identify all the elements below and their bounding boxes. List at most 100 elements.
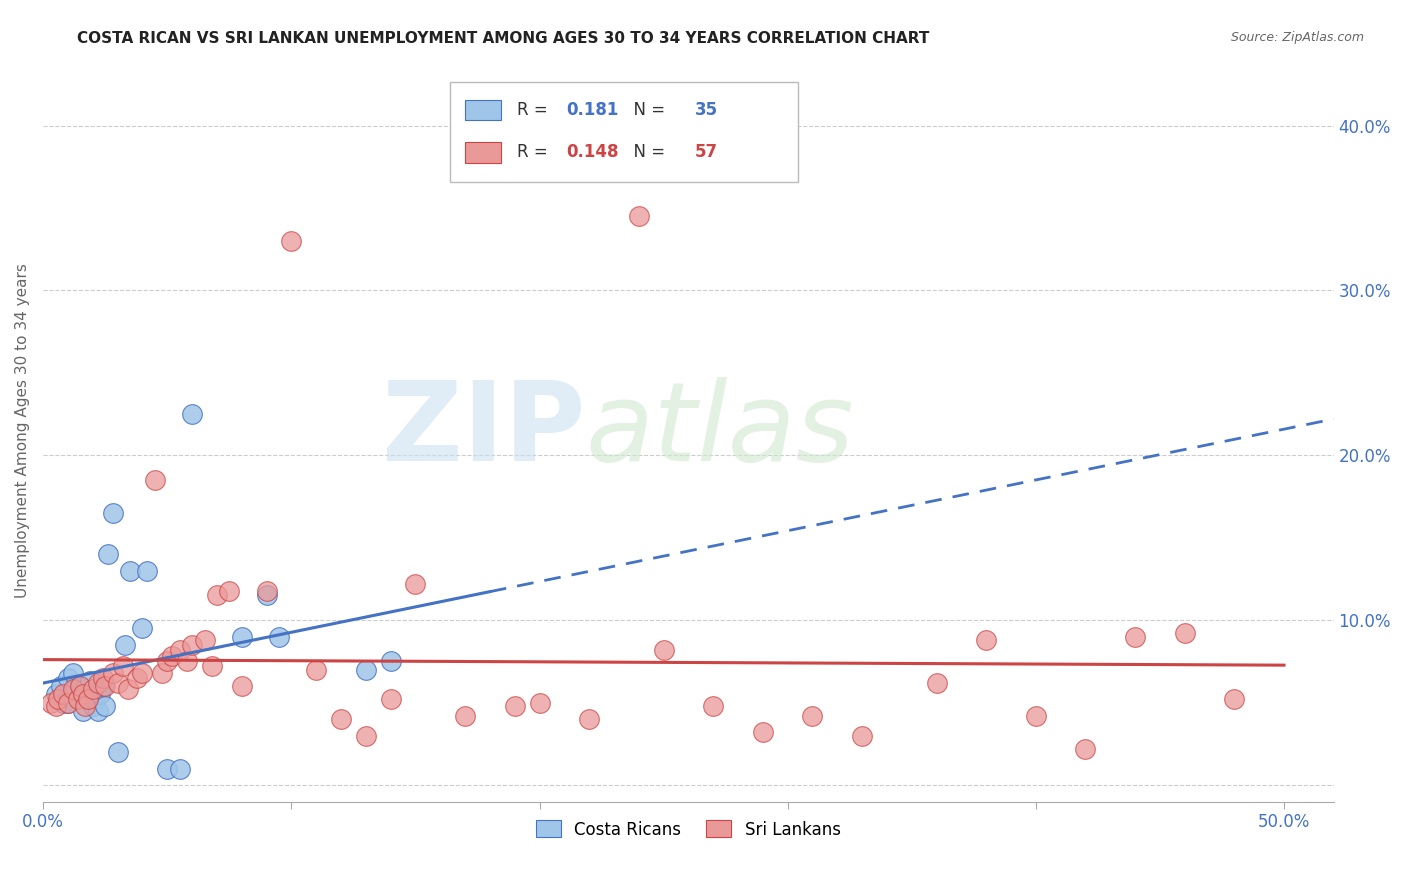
Point xyxy=(354,663,377,677)
Point xyxy=(1025,709,1047,723)
Point xyxy=(72,704,94,718)
Point xyxy=(150,665,173,680)
Point xyxy=(56,671,79,685)
Point xyxy=(801,709,824,723)
Point xyxy=(652,643,675,657)
Point xyxy=(380,655,402,669)
Point xyxy=(87,704,110,718)
Point xyxy=(136,564,159,578)
Point xyxy=(529,696,551,710)
Point xyxy=(231,679,253,693)
Point xyxy=(218,583,240,598)
Point xyxy=(131,622,153,636)
FancyBboxPatch shape xyxy=(450,82,799,182)
Point xyxy=(82,698,104,713)
Point xyxy=(851,729,873,743)
Point xyxy=(181,407,204,421)
Point xyxy=(49,679,72,693)
Point xyxy=(181,638,204,652)
Point xyxy=(94,698,117,713)
Point xyxy=(97,547,120,561)
Point xyxy=(127,671,149,685)
Point xyxy=(82,682,104,697)
Point xyxy=(974,632,997,647)
Point xyxy=(156,655,179,669)
Point xyxy=(143,473,166,487)
Point xyxy=(45,687,67,701)
Point xyxy=(267,630,290,644)
Point xyxy=(1174,626,1197,640)
Point xyxy=(162,649,184,664)
Point xyxy=(45,698,67,713)
Point xyxy=(101,665,124,680)
Text: 0.181: 0.181 xyxy=(565,101,619,119)
Text: N =: N = xyxy=(623,144,671,161)
Text: 57: 57 xyxy=(695,144,718,161)
Point xyxy=(76,692,98,706)
Text: atlas: atlas xyxy=(585,377,853,484)
Point xyxy=(176,655,198,669)
Point xyxy=(280,234,302,248)
Point xyxy=(69,679,91,693)
Point xyxy=(503,698,526,713)
Point xyxy=(89,687,111,701)
Point xyxy=(76,692,98,706)
Legend: Costa Ricans, Sri Lankans: Costa Ricans, Sri Lankans xyxy=(530,814,848,846)
Point xyxy=(169,762,191,776)
Text: Source: ZipAtlas.com: Source: ZipAtlas.com xyxy=(1230,31,1364,45)
Point xyxy=(82,687,104,701)
Point xyxy=(46,692,69,706)
Point xyxy=(87,676,110,690)
Point xyxy=(1223,692,1246,706)
Point xyxy=(702,698,724,713)
Point xyxy=(1123,630,1146,644)
Point xyxy=(330,712,353,726)
Point xyxy=(72,687,94,701)
Point xyxy=(111,659,134,673)
Point xyxy=(62,665,84,680)
Point xyxy=(404,577,426,591)
Point xyxy=(205,589,228,603)
Point xyxy=(380,692,402,706)
Text: 35: 35 xyxy=(695,101,718,119)
Text: R =: R = xyxy=(517,101,553,119)
Point xyxy=(118,564,141,578)
Point xyxy=(56,696,79,710)
Point xyxy=(39,696,62,710)
Point xyxy=(94,679,117,693)
Text: N =: N = xyxy=(623,101,671,119)
Point xyxy=(52,687,75,701)
Bar xyxy=(465,100,502,120)
Text: R =: R = xyxy=(517,144,553,161)
Point xyxy=(752,725,775,739)
Point xyxy=(256,583,278,598)
Point xyxy=(578,712,600,726)
Point xyxy=(156,762,179,776)
Point xyxy=(66,692,89,706)
Text: 0.148: 0.148 xyxy=(565,144,619,161)
Point xyxy=(101,506,124,520)
Bar xyxy=(465,142,502,162)
Point xyxy=(305,663,328,677)
Point xyxy=(169,643,191,657)
Point xyxy=(107,676,129,690)
Point xyxy=(925,676,948,690)
Point xyxy=(52,696,75,710)
Point xyxy=(62,682,84,697)
Point xyxy=(69,679,91,693)
Y-axis label: Unemployment Among Ages 30 to 34 years: Unemployment Among Ages 30 to 34 years xyxy=(15,263,30,598)
Point xyxy=(114,638,136,652)
Point xyxy=(84,692,107,706)
Point xyxy=(354,729,377,743)
Point xyxy=(454,709,477,723)
Point xyxy=(256,589,278,603)
Point xyxy=(117,682,139,697)
Text: COSTA RICAN VS SRI LANKAN UNEMPLOYMENT AMONG AGES 30 TO 34 YEARS CORRELATION CHA: COSTA RICAN VS SRI LANKAN UNEMPLOYMENT A… xyxy=(77,31,929,46)
Point xyxy=(65,682,87,697)
Point xyxy=(193,632,215,647)
Point xyxy=(627,209,650,223)
Point xyxy=(56,696,79,710)
Point xyxy=(1074,741,1097,756)
Point xyxy=(79,674,101,689)
Point xyxy=(91,671,114,685)
